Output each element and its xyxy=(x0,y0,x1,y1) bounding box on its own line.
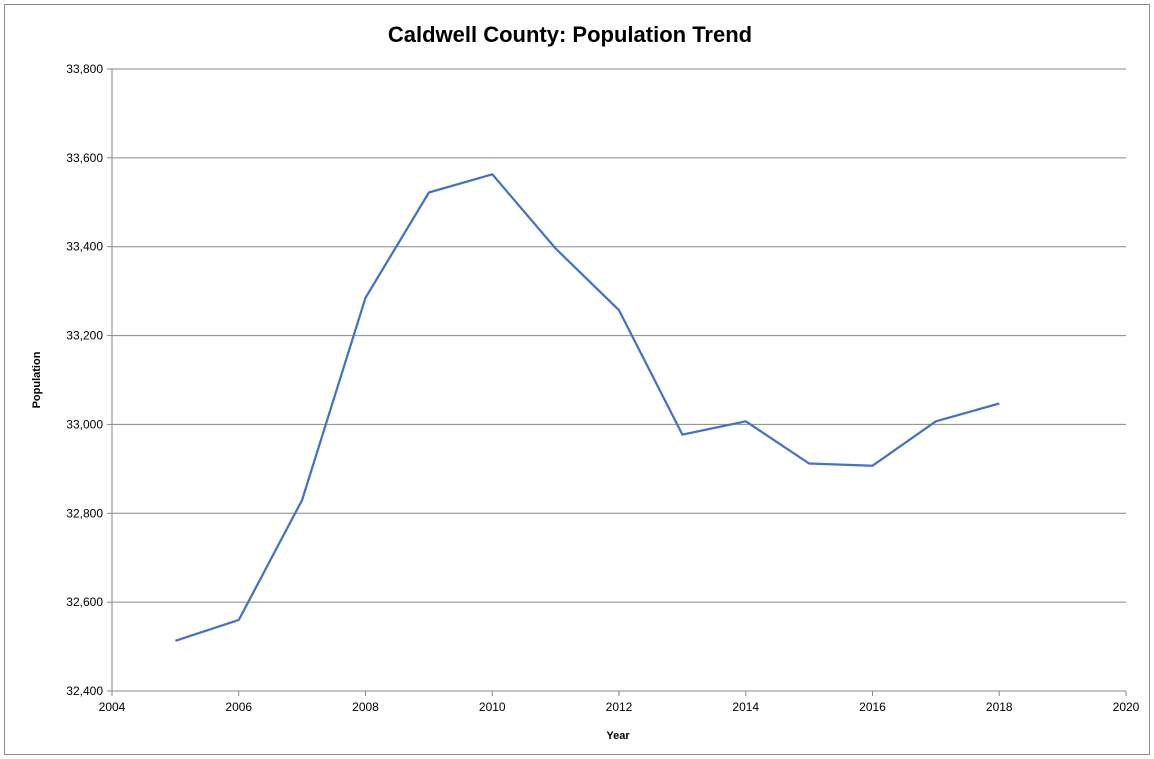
chart-title: Caldwell County: Population Trend xyxy=(388,22,752,47)
x-tick-label: 2008 xyxy=(352,700,379,714)
population-series-line xyxy=(175,173,1000,642)
y-tick-label: 33,800 xyxy=(66,62,103,76)
x-tick-label: 2012 xyxy=(606,700,633,714)
y-tick-label: 32,400 xyxy=(66,684,103,698)
y-tick-label: 33,200 xyxy=(66,329,103,343)
x-tick-label: 2016 xyxy=(859,700,886,714)
y-tick-label: 33,000 xyxy=(66,417,103,431)
y-tick-label: 33,400 xyxy=(66,240,103,254)
x-tick-label: 2010 xyxy=(479,700,506,714)
y-tick-label: 33,600 xyxy=(66,151,103,165)
y-axis-title: Population xyxy=(31,351,43,408)
x-tick-label: 2006 xyxy=(225,700,252,714)
x-tick-label: 2020 xyxy=(1113,700,1140,714)
x-tick-labels: 2004 2006 2008 2010 2012 2014 2016 2018 2020 xyxy=(99,700,1140,714)
x-tick-label: 2014 xyxy=(732,700,759,714)
y-tick-labels: 32,400 32,600 32,800 33,000 33,200 33,400 33,6… xyxy=(66,62,103,698)
axes xyxy=(111,69,1126,692)
chart-frame xyxy=(4,4,1150,755)
x-axis-title: Year xyxy=(606,730,630,742)
y-tick-label: 32,600 xyxy=(66,595,103,609)
gridlines xyxy=(107,68,1127,696)
x-tick-label: 2004 xyxy=(99,700,126,714)
series-layer xyxy=(175,173,1000,642)
y-tick-label: 32,800 xyxy=(66,506,103,520)
x-tick-label: 2018 xyxy=(986,700,1013,714)
